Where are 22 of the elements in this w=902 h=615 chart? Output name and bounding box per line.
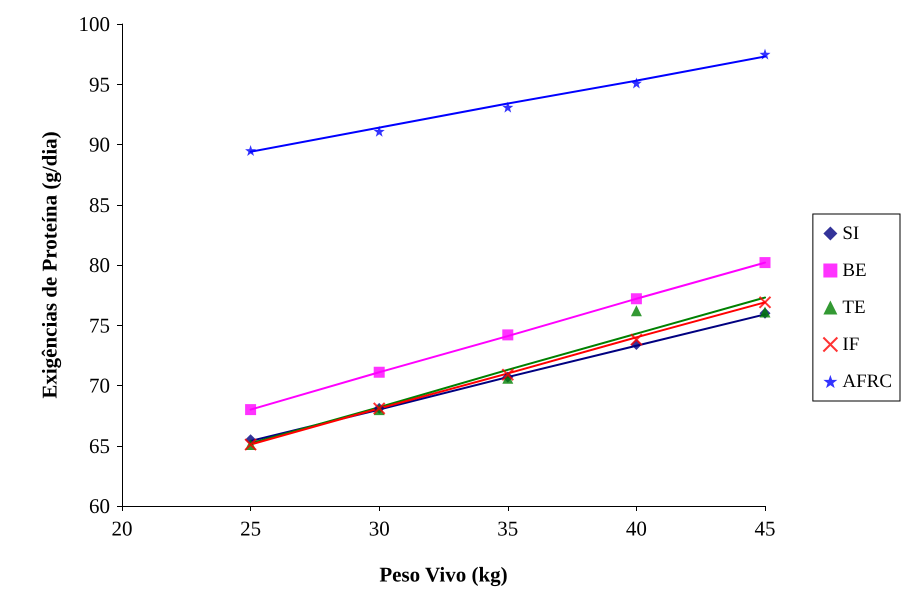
legend-label: AFRC bbox=[842, 371, 892, 392]
y-tick-label: 70 bbox=[89, 374, 110, 398]
y-tick-label: 75 bbox=[89, 313, 110, 338]
y-tick-label: 95 bbox=[89, 72, 110, 96]
y-tick-label: 90 bbox=[89, 132, 110, 156]
y-tick-label: 60 bbox=[89, 494, 110, 518]
legend-label: TE bbox=[842, 297, 866, 318]
x-tick-label: 35 bbox=[497, 516, 518, 540]
y-tick-label: 100 bbox=[78, 12, 110, 36]
x-tick-label: 20 bbox=[112, 516, 132, 540]
y-tick-label: 85 bbox=[89, 192, 110, 217]
x-tick-label: 45 bbox=[754, 516, 776, 540]
y-tick-label: 80 bbox=[89, 253, 110, 277]
legend-label: BE bbox=[842, 260, 867, 281]
y-axis-title: Exigências de Proteína (g/dia) bbox=[38, 131, 62, 399]
y-tick-label: 65 bbox=[89, 434, 110, 458]
x-tick-label: 25 bbox=[240, 516, 262, 540]
x-tick-label: 40 bbox=[626, 516, 647, 540]
legend-label: IF bbox=[842, 334, 860, 355]
legend-label: SI bbox=[842, 223, 860, 244]
x-axis-title: Peso Vivo (kg) bbox=[379, 562, 508, 586]
x-tick-label: 30 bbox=[368, 516, 390, 540]
